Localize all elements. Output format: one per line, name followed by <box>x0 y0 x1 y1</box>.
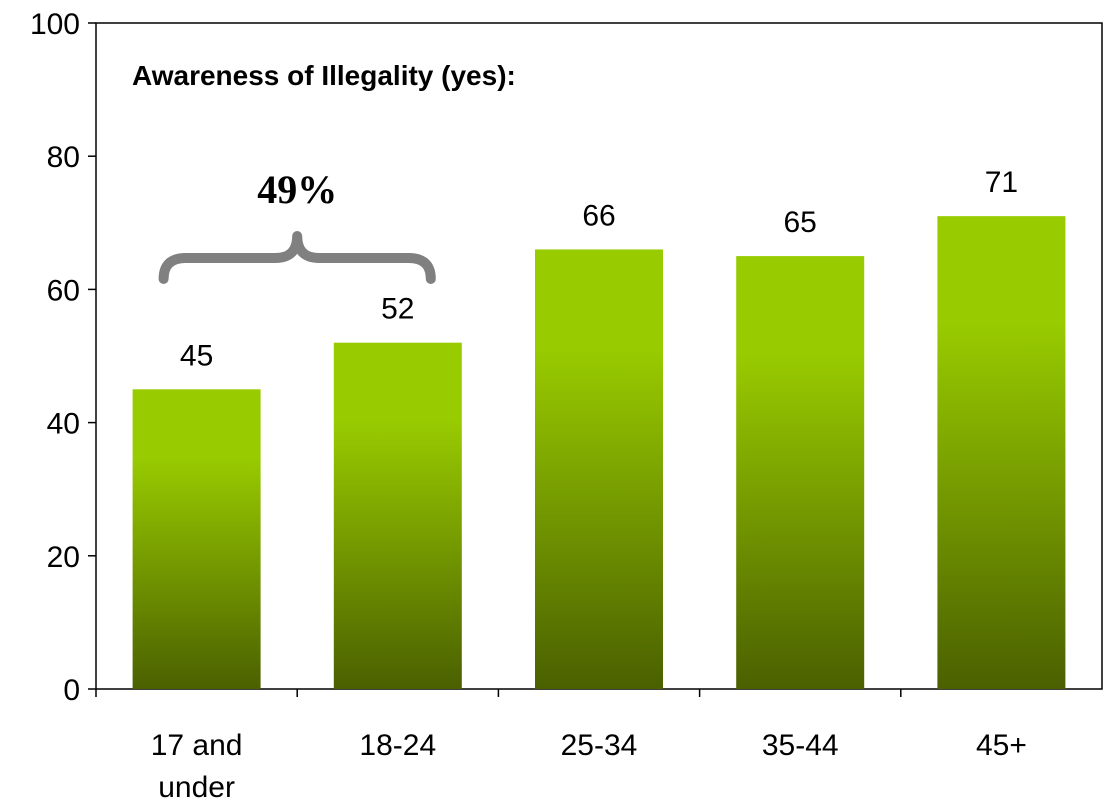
y-tick-label: 20 <box>47 541 80 574</box>
x-tick-label-line: 17 and <box>151 729 243 762</box>
bar <box>333 342 462 689</box>
bars <box>132 216 1066 689</box>
data-label: 65 <box>784 206 817 239</box>
x-tick-label: 45+ <box>976 729 1027 762</box>
y-tick-label: 80 <box>47 141 80 174</box>
y-tick-label: 0 <box>63 674 80 707</box>
data-label: 52 <box>381 293 414 326</box>
y-tick-label: 60 <box>47 274 80 307</box>
bar <box>937 216 1066 689</box>
x-tick-label-line: 45+ <box>976 729 1027 762</box>
data-label: 45 <box>180 339 213 372</box>
x-tick-label-line: 25-34 <box>561 729 638 762</box>
x-tick-label: 17 and under <box>151 729 243 804</box>
y-tick-label: 40 <box>47 408 80 441</box>
y-tick-label: 100 <box>30 8 80 41</box>
x-tick-label: 25-34 <box>561 729 638 762</box>
y-tick-labels: 0 20 40 60 80 100 <box>30 8 80 707</box>
brace-bracket <box>158 231 436 284</box>
x-tick-label: 35-44 <box>762 729 839 762</box>
x-tick-label: 18-24 <box>359 729 436 762</box>
data-labels: 45 52 66 65 71 <box>180 166 1018 372</box>
bar <box>736 256 865 689</box>
bar <box>132 389 261 689</box>
chart-title: Awareness of Illegality (yes): <box>132 60 516 91</box>
x-tick-labels: 17 and under 18-24 25-34 35-44 45+ <box>151 729 1027 804</box>
annotation-group: 49% <box>158 167 436 284</box>
bar <box>535 249 663 689</box>
annotation-label: 49% <box>257 167 337 212</box>
x-tick-label-line: 35-44 <box>762 729 839 762</box>
data-label: 71 <box>985 166 1018 199</box>
data-label: 66 <box>582 199 615 232</box>
x-tick-label-line: 18-24 <box>359 729 436 762</box>
x-tick-label-line: under <box>158 771 235 804</box>
